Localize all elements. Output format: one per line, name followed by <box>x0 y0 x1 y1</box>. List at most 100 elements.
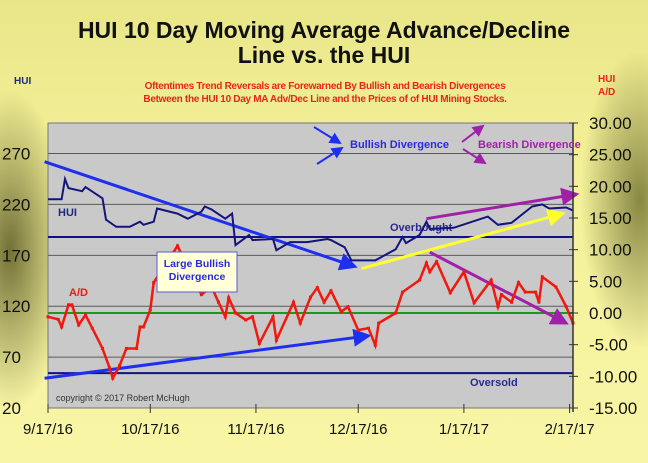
ad-point <box>499 293 503 297</box>
ad-point <box>70 303 74 307</box>
ad-point <box>60 325 64 329</box>
ad-point <box>472 301 476 305</box>
right-tick-label: -5.00 <box>589 336 628 355</box>
x-tick-label: 11/17/16 <box>227 421 284 438</box>
chart-subtitle-line2: Between the HUI 10 Day MA Adv/Dec Line a… <box>143 94 507 105</box>
ad-point <box>176 244 180 248</box>
left-tick-label: 20 <box>2 399 21 418</box>
ad-point <box>223 315 227 319</box>
bullish-trendline <box>44 328 372 380</box>
right-tick-label: 15.00 <box>589 209 632 228</box>
right-axis-label-line1: HUI <box>598 74 616 85</box>
chart-title-line2: Line vs. the HUI <box>237 42 411 68</box>
ad-point <box>356 328 360 332</box>
ad-point <box>216 300 220 304</box>
ad-point <box>448 291 452 295</box>
ad-point <box>346 305 350 309</box>
ad-series-label: A/D <box>69 287 88 299</box>
ad-point <box>148 308 152 312</box>
reference-label: Oversold <box>470 377 518 389</box>
ad-point <box>135 346 139 350</box>
ad-point <box>244 318 248 322</box>
large-bullish-box <box>156 251 238 293</box>
ad-point <box>46 315 50 319</box>
ad-point <box>271 315 275 319</box>
ad-point <box>138 325 142 329</box>
right-axis-label-line2: A/D <box>598 87 616 98</box>
x-tick-label: 2/17/17 <box>545 421 595 438</box>
right-tick-label: 30.00 <box>589 114 632 133</box>
bullish-trendline <box>44 160 358 271</box>
right-tick-label: 10.00 <box>589 241 632 260</box>
yellow-trendline <box>361 208 566 271</box>
right-tick-label: -10.00 <box>589 367 637 386</box>
ad-point <box>394 311 398 315</box>
ad-point <box>77 323 81 327</box>
ad-point <box>257 341 261 345</box>
ad-point <box>291 300 295 304</box>
ad-point <box>322 300 326 304</box>
ad-point <box>56 317 60 321</box>
bearish-trendline <box>429 250 569 325</box>
large-bullish-line1: Large Bullish <box>164 258 231 270</box>
ad-point <box>152 281 156 285</box>
ad-point <box>298 321 302 325</box>
x-tick-label: 12/17/16 <box>329 421 387 438</box>
x-tick-label: 10/17/16 <box>121 421 179 438</box>
ad-point <box>107 365 111 369</box>
ad-point <box>462 270 466 274</box>
ad-point <box>428 270 432 274</box>
ad-point <box>489 278 493 282</box>
right-tick-label: 5.00 <box>589 272 622 291</box>
ad-point <box>90 326 94 330</box>
ad-point <box>84 313 87 317</box>
ad-point <box>234 311 237 315</box>
ad-point <box>315 286 319 290</box>
right-tick-label: -15.00 <box>589 399 637 418</box>
ad-point <box>111 376 115 380</box>
chart-subtitle-line1: Oftentimes Trend Reversals are Forewarne… <box>144 81 506 92</box>
legend-bearish-label: Bearish Divergence <box>478 139 581 151</box>
left-tick-label: 220 <box>2 195 30 214</box>
bearish-trendline <box>426 187 580 221</box>
ad-point <box>537 300 541 304</box>
x-tick-label: 9/17/16 <box>23 421 73 438</box>
ad-point <box>199 293 203 297</box>
ad-point <box>523 290 527 294</box>
ad-point <box>377 321 381 325</box>
ad-point <box>401 290 405 294</box>
right-tick-label: 0.00 <box>589 304 622 323</box>
ad-point <box>418 278 422 282</box>
ad-point <box>496 305 500 309</box>
x-tick-label: 1/17/17 <box>439 421 489 438</box>
ad-point <box>373 343 377 347</box>
ad-point <box>510 300 514 304</box>
ad-point <box>251 315 255 319</box>
ad-point <box>540 275 544 279</box>
ad-point <box>141 325 145 329</box>
ad-point <box>554 285 558 289</box>
ad-point <box>516 281 520 285</box>
hui-series-label: HUI <box>58 207 77 219</box>
copyright-text: copyright © 2017 Robert McHugh <box>56 393 190 403</box>
right-tick-label: 25.00 <box>589 146 632 165</box>
ad-point <box>366 326 370 330</box>
ad-point <box>101 346 105 350</box>
ad-point <box>339 310 343 314</box>
left-tick-label: 170 <box>2 246 30 265</box>
right-tick-label: 20.00 <box>589 177 632 196</box>
left-tick-label: 270 <box>2 145 30 164</box>
large-bullish-line2: Divergence <box>169 271 226 283</box>
bearish-legend-arrows <box>461 124 487 165</box>
reference-label: Overbought <box>390 222 453 234</box>
left-tick-label: 70 <box>2 348 21 367</box>
hui-line <box>48 175 574 262</box>
left-axis-label: HUI <box>14 76 32 87</box>
ad-point <box>435 260 439 264</box>
ad-point <box>118 364 122 368</box>
ad-point <box>564 305 568 309</box>
ad-point <box>329 289 333 293</box>
left-tick-label: 120 <box>2 297 30 316</box>
ad-point <box>274 338 278 342</box>
